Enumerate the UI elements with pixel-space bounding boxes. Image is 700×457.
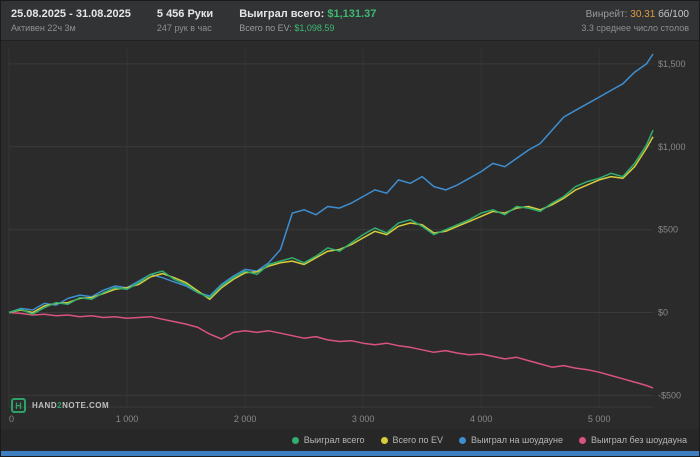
winrate-value: 30.31 [630, 9, 656, 20]
x-tick-label: 3 000 [352, 414, 375, 424]
series-won-showdown [8, 53, 654, 314]
winrate-label: Винрейт: [585, 9, 628, 20]
ev-total-value: $1,098.59 [294, 23, 335, 33]
ev-total-label: Всего по EV: [239, 23, 292, 33]
legend-item-won-total[interactable]: Выиграл всего [291, 435, 365, 445]
series-won-nonshowdown [8, 311, 654, 389]
watermark-suffix: NOTE.COM [62, 401, 110, 410]
ev-total-line: Всего по EV: $1,098.59 [239, 22, 376, 34]
y-tick-label: $500 [658, 225, 678, 235]
legend-dot-won-total [291, 436, 299, 444]
stat-winrate: Винрейт: 30.31 бб/100 3.3 среднее число … [581, 7, 689, 34]
hand2note-logo-icon: H [11, 398, 26, 413]
stats-header: 25.08.2025 - 31.08.2025 Активен 22ч 3м 5… [1, 1, 699, 41]
legend-item-won-nonshowdown[interactable]: Выиграл без шоудауна [579, 435, 687, 445]
stat-date-range: 25.08.2025 - 31.08.2025 Активен 22ч 3м [11, 7, 131, 34]
hands-per-hour: 247 рук в час [156, 23, 212, 33]
watermark-text: HAND2NOTE.COM [32, 401, 109, 410]
won-total-label: Выиграл всего: [239, 8, 325, 20]
avg-tables: 3.3 среднее число столов [581, 23, 689, 33]
hands-count: 5 456 Руки [156, 8, 214, 20]
y-tick-label: $1,500 [658, 59, 686, 69]
x-tick-label: 2 000 [234, 414, 257, 424]
stat-winnings: Выиграл всего: $1,131.37 Всего по EV: $1… [239, 7, 376, 34]
legend-label-won-total: Выиграл всего [303, 435, 365, 445]
legend-dot-won-showdown [459, 436, 467, 444]
won-total-value: $1,131.37 [327, 8, 377, 20]
date-range: 25.08.2025 - 31.08.2025 [11, 8, 131, 20]
x-tick-label: 0 [9, 414, 14, 424]
series-won-total [8, 129, 654, 315]
stat-hands: 5 456 Руки 247 рук в час [157, 7, 213, 34]
winnings-graph[interactable]: $1,500 $1,000 $500 $0 -$500 0 1 000 2 000 3 000 4… [1, 41, 700, 429]
bottom-accent-bar [1, 451, 699, 456]
winrate-line: Винрейт: 30.31 бб/100 [581, 7, 689, 22]
x-tick-label: 4 000 [470, 414, 493, 424]
legend-item-ev-total[interactable]: Всего по EV [380, 435, 444, 445]
legend-dot-won-nonshowdown [579, 436, 586, 444]
chart-legend: Выиграл всего Всего по EV Выиграл на шоуда… [1, 429, 699, 451]
x-tick-label: 1 000 [116, 414, 139, 424]
winrate-unit: бб/100 [658, 9, 689, 20]
y-tick-label: $1,000 [658, 142, 686, 152]
active-time: Активен 22ч 3м [11, 23, 76, 33]
legend-item-won-showdown[interactable]: Выиграл на шоудауне [459, 435, 563, 445]
legend-dot-ev-total [380, 436, 388, 444]
y-tick-label: $0 [658, 308, 668, 318]
legend-label-won-nonshowdown: Выиграл без шоудауна [591, 435, 687, 445]
x-tick-label: 5 000 [588, 414, 611, 424]
y-tick-label: -$500 [658, 390, 681, 400]
watermark-digit: 2 [57, 401, 63, 410]
legend-label-ev-total: Всего по EV [392, 435, 444, 445]
series-ev-total [8, 136, 654, 314]
legend-label-won-showdown: Выиграл на шоудауне [471, 435, 563, 445]
watermark-prefix: HAND [32, 401, 58, 410]
hand2note-watermark: H HAND2NOTE.COM [11, 398, 109, 413]
won-total-line: Выиграл всего: $1,131.37 [239, 7, 376, 22]
